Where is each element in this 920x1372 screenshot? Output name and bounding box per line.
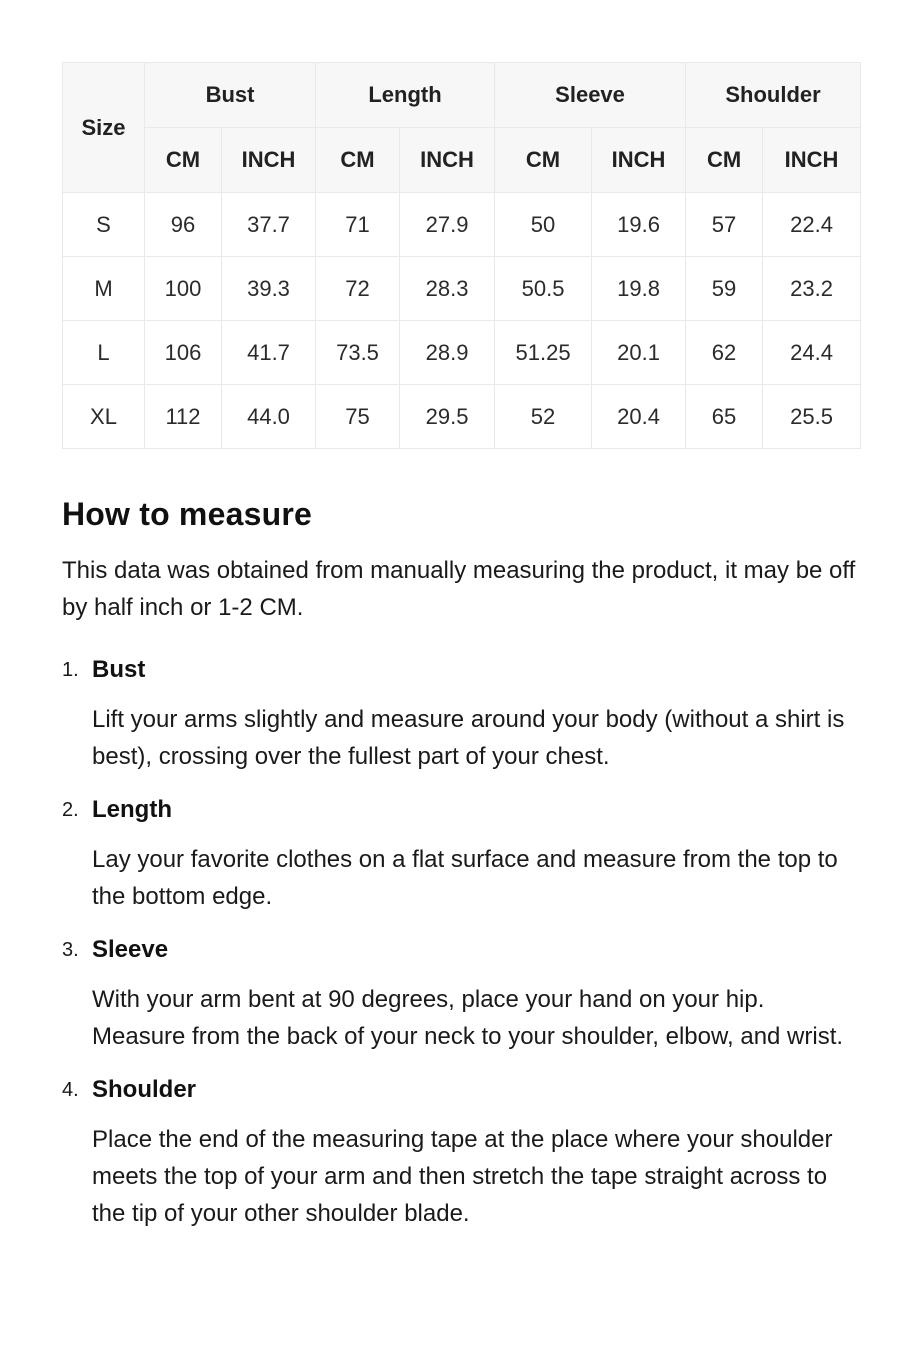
step-term-bust: Bust xyxy=(92,656,146,683)
value-cell: 28.3 xyxy=(399,256,496,321)
unit-header-bust-cm: CM xyxy=(144,127,222,193)
list-item: 4. Shoulder Place the end of the measuri… xyxy=(62,1074,860,1232)
value-cell: 65 xyxy=(685,384,764,449)
measure-disclaimer-text: This data was obtained from manually mea… xyxy=(62,557,856,621)
unit-header-sleeve-cm: CM xyxy=(494,127,593,193)
size-cell: XL xyxy=(62,384,145,449)
table-row: XL 112 44.0 75 29.5 52 20.4 65 25.5 xyxy=(62,384,862,449)
step-body: Shoulder Place the end of the measuring … xyxy=(92,1074,858,1232)
step-body: Bust Lift your arms slightly and measure… xyxy=(92,654,858,775)
value-cell: 24.4 xyxy=(762,320,862,385)
step-term-sleeve: Sleeve xyxy=(92,936,169,963)
value-cell: 62 xyxy=(685,320,764,385)
value-cell: 20.1 xyxy=(591,320,687,385)
value-cell: 96 xyxy=(144,192,222,257)
step-body: Length Lay your favorite clothes on a fl… xyxy=(92,794,858,915)
unit-header-shoulder-cm: CM xyxy=(685,127,764,193)
value-cell: 50.5 xyxy=(494,256,593,321)
step-description: Lift your arms slightly and measure arou… xyxy=(92,706,845,770)
value-cell: 22.4 xyxy=(762,192,862,257)
table-header-unit-row: CM INCH CM INCH CM INCH CM INCH xyxy=(63,127,862,193)
value-cell: 41.7 xyxy=(220,320,317,385)
value-cell: 112 xyxy=(144,384,222,449)
value-cell: 20.4 xyxy=(591,384,687,449)
unit-header-sleeve-inch: INCH xyxy=(591,127,687,193)
value-cell: 51.25 xyxy=(494,320,593,385)
measure-steps-list: 1. Bust Lift your arms slightly and meas… xyxy=(62,654,860,1232)
table-row: S 96 37.7 71 27.9 50 19.6 57 22.4 xyxy=(62,192,862,257)
step-description: With your arm bent at 90 degrees, place … xyxy=(92,986,844,1050)
size-cell: L xyxy=(62,320,145,385)
value-cell: 19.6 xyxy=(591,192,687,257)
step-term-shoulder: Shoulder xyxy=(92,1076,197,1103)
value-cell: 23.2 xyxy=(762,256,862,321)
unit-header-length-inch: INCH xyxy=(399,127,496,193)
value-cell: 59 xyxy=(685,256,764,321)
size-chart-table: Size Bust Length Sleeve Shoulder CM INCH… xyxy=(62,62,862,449)
group-header-length: Length xyxy=(315,62,496,128)
table-row: L 106 41.7 73.5 28.9 51.25 20.1 62 24.4 xyxy=(62,320,862,385)
value-cell: 29.5 xyxy=(399,384,496,449)
list-item: 2. Length Lay your favorite clothes on a… xyxy=(62,794,860,915)
value-cell: 39.3 xyxy=(220,256,317,321)
value-cell: 27.9 xyxy=(399,192,496,257)
value-cell: 106 xyxy=(144,320,222,385)
value-cell: 50 xyxy=(494,192,593,257)
value-cell: 72 xyxy=(315,256,401,321)
size-cell: M xyxy=(62,256,145,321)
step-description: Lay your favorite clothes on a flat surf… xyxy=(92,846,838,910)
step-term-length: Length xyxy=(92,796,172,823)
how-to-measure-heading: How to measure xyxy=(62,496,312,532)
unit-header-bust-inch: INCH xyxy=(220,127,317,193)
step-number: 2. xyxy=(62,799,79,821)
group-header-shoulder: Shoulder xyxy=(685,62,862,128)
value-cell: 75 xyxy=(315,384,401,449)
value-cell: 25.5 xyxy=(762,384,862,449)
size-guide-page: Size Bust Length Sleeve Shoulder CM INCH… xyxy=(62,62,862,1232)
step-number: 4. xyxy=(62,1079,79,1101)
table-row: M 100 39.3 72 28.3 50.5 19.8 59 23.2 xyxy=(62,256,862,321)
step-number: 3. xyxy=(62,939,79,961)
value-cell: 52 xyxy=(494,384,593,449)
step-number: 1. xyxy=(62,659,79,681)
group-header-bust: Bust xyxy=(143,62,317,128)
value-cell: 19.8 xyxy=(591,256,687,321)
value-cell: 44.0 xyxy=(220,384,317,449)
value-cell: 57 xyxy=(685,192,764,257)
size-cell: S xyxy=(62,192,145,257)
value-cell: 37.7 xyxy=(220,192,317,257)
table-header-group-row: Size Bust Length Sleeve Shoulder xyxy=(62,62,862,193)
unit-header-length-cm: CM xyxy=(315,127,401,193)
value-cell: 100 xyxy=(144,256,222,321)
value-cell: 28.9 xyxy=(399,320,496,385)
step-body: Sleeve With your arm bent at 90 degrees,… xyxy=(92,934,858,1055)
value-cell: 73.5 xyxy=(315,320,401,385)
unit-header-shoulder-inch: INCH xyxy=(762,127,862,193)
list-item: 1. Bust Lift your arms slightly and meas… xyxy=(62,654,860,775)
header-cell-size: Size xyxy=(62,62,145,193)
list-item: 3. Sleeve With your arm bent at 90 degre… xyxy=(62,934,860,1055)
group-header-sleeve: Sleeve xyxy=(494,62,687,128)
step-description: Place the end of the measuring tape at t… xyxy=(92,1126,833,1227)
value-cell: 71 xyxy=(315,192,401,257)
